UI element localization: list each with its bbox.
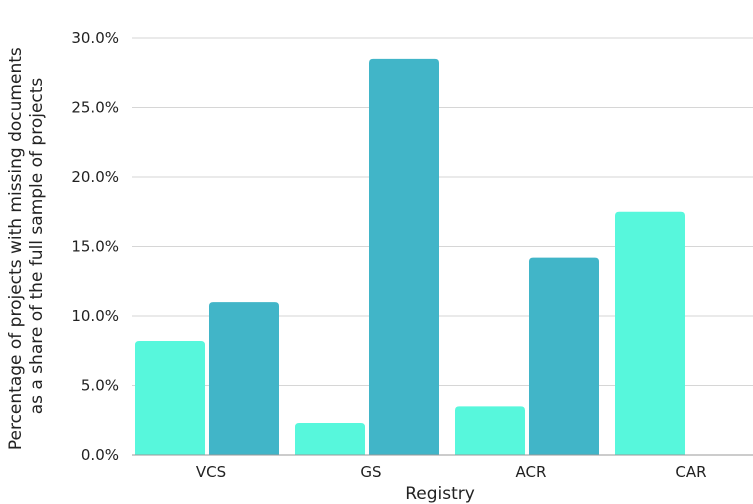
bar-car-series-1: [615, 211, 685, 455]
y-tick-label: 25.0%: [71, 99, 119, 117]
bar-gs-series-2: [369, 58, 439, 455]
x-tick-label: VCS: [196, 463, 226, 481]
y-axis-title: Percentage of projects with missing docu…: [6, 42, 47, 450]
y-tick-labels: 0.0% 5.0% 10.0% 15.0% 20.0% 25.0% 30.0%: [71, 29, 119, 464]
y-tick-label: 5.0%: [81, 377, 119, 395]
x-tick-label: ACR: [516, 463, 547, 481]
bar-acr-series-1: [455, 406, 525, 455]
x-tick-labels: VCS GS ACR CAR: [196, 463, 707, 481]
y-tick-label: 30.0%: [71, 29, 119, 47]
y-tick-label: 20.0%: [71, 168, 119, 186]
y-axis-title-line-1: Percentage of projects with missing docu…: [6, 47, 26, 450]
y-axis-title-line-2: as a share of the full sample of project…: [27, 78, 47, 415]
y-tick-label: 15.0%: [71, 238, 119, 256]
x-axis-title: Registry: [405, 484, 475, 504]
bar-acr-series-2: [529, 257, 599, 455]
bars: [135, 58, 685, 455]
bar-vcs-series-1: [135, 341, 205, 455]
x-tick-label: GS: [360, 463, 381, 481]
x-tick-label: CAR: [675, 463, 706, 481]
y-tick-label: 10.0%: [71, 307, 119, 325]
y-tick-label: 0.0%: [81, 446, 119, 464]
bar-vcs-series-2: [209, 302, 279, 455]
bar-gs-series-1: [295, 423, 365, 455]
